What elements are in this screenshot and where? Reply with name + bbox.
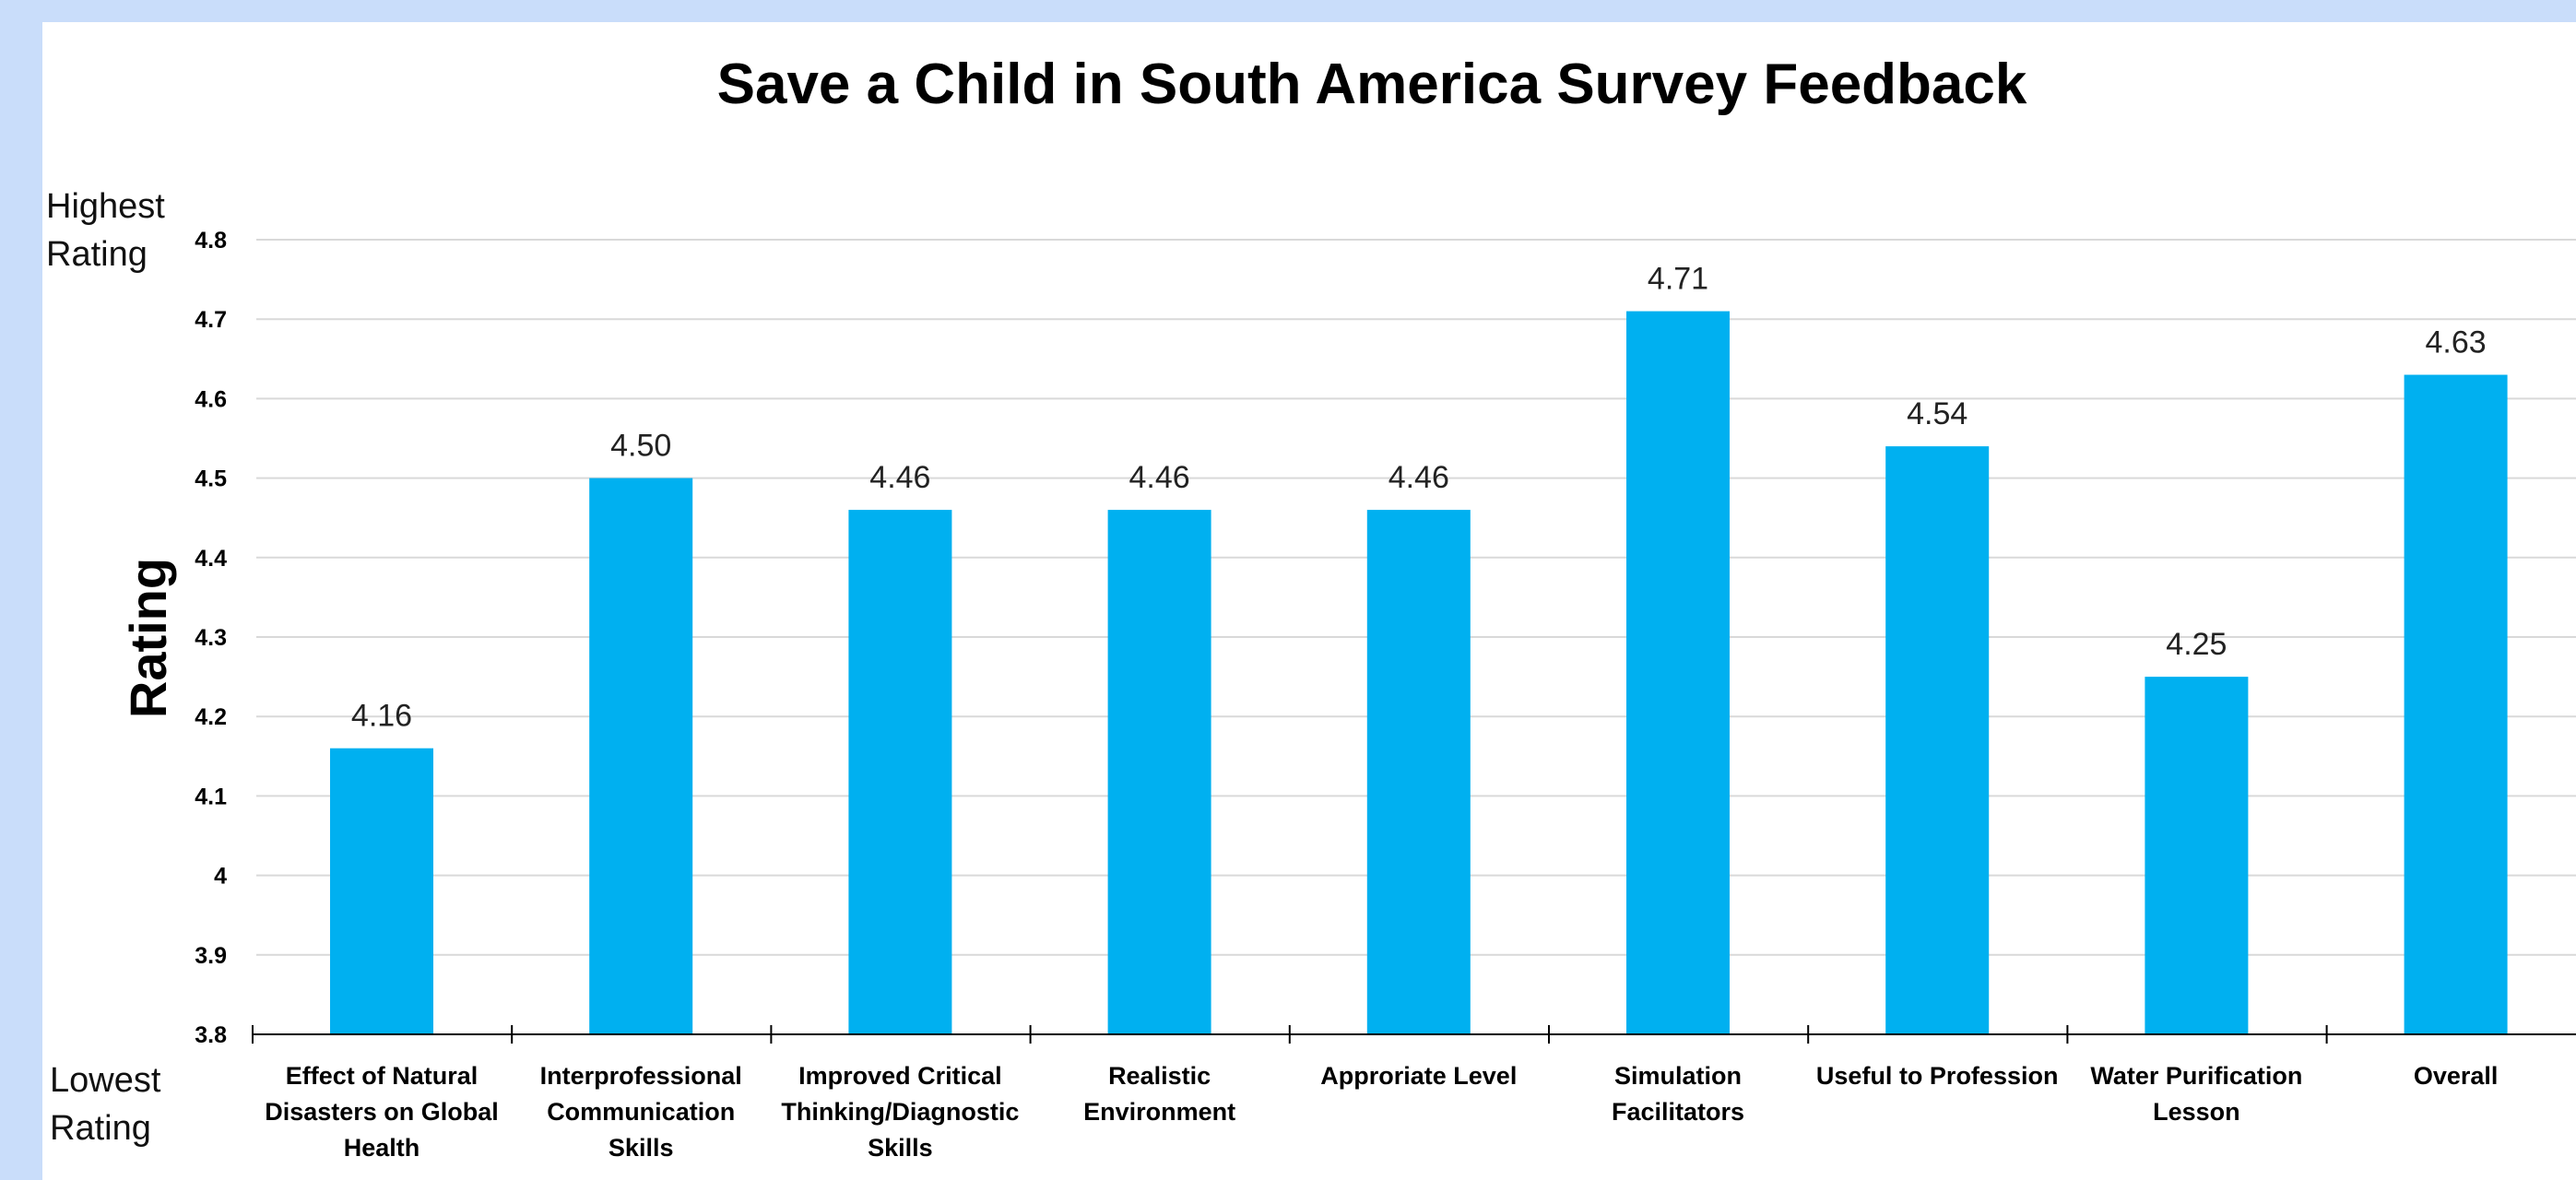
y-tick-label: 4.2 [195,704,227,730]
lowest-rating-label: Lowest [50,1061,161,1100]
highest-rating-label: Highest [46,187,165,226]
y-tick-label: 4.8 [195,228,227,254]
bars [330,311,2508,1035]
bar [1107,510,1211,1034]
data-label: 4.54 [1907,396,1967,431]
bar [2145,677,2249,1034]
y-tick-label: 4.6 [195,386,227,412]
category-label: Simulation Facilitators [1612,1062,1744,1126]
data-label: 4.16 [351,699,412,734]
y-tick-label: 4 [214,864,227,890]
category-label: Overall [2414,1062,2499,1090]
chart-title: Save a Child in South America Survey Fee… [717,53,2027,116]
bar [1885,446,1990,1034]
data-label: 4.25 [2166,627,2227,662]
bar-chart: Save a Child in South America Survey Fee… [46,53,2576,1162]
category-label: Water Purification Lesson [2090,1062,2302,1126]
bar [330,748,433,1034]
chart-panel: Save a Child in South America Survey Fee… [42,22,2576,1180]
data-label: 4.63 [2426,325,2487,360]
data-labels: 4.16 4.50 4.46 4.46 4.46 4.71 4.54 4.25 4.63 [351,262,2487,734]
x-axis [252,1025,2576,1044]
data-label: 4.71 [1648,262,1708,297]
data-label: 4.46 [1388,460,1449,495]
lowest-rating-label-line2: Rating [50,1109,151,1148]
y-tick-label: 4.1 [195,784,227,809]
y-tick-label: 3.8 [195,1022,227,1048]
bar [1366,510,1471,1034]
category-label: Effect of Natural Disasters on Global Heal… [265,1062,499,1162]
category-label: Useful to Profession [1816,1062,2059,1090]
bar [2404,374,2508,1034]
bar [589,478,693,1034]
data-label: 4.46 [869,460,930,495]
data-label: 4.50 [610,429,671,464]
y-tick-label: 4.5 [195,466,227,492]
category-label: Interprofessional Communication Skills [540,1062,742,1162]
category-label: Approriate Level [1320,1062,1517,1090]
data-label: 4.46 [1129,460,1190,495]
y-tick-labels: 3.8 3.9 4 4.1 4.2 4.3 4.4 4.5 4.6 4.7 4.8 [195,228,227,1048]
y-tick-label: 3.9 [195,943,227,969]
category-label: Improved Critical Thinking/Diagnostic Skil… [781,1062,1019,1162]
bar [1626,311,1730,1035]
y-tick-label: 4.3 [195,625,227,651]
y-tick-label: 4.4 [195,546,227,572]
category-labels: Effect of Natural Disasters on Global Heal… [265,1062,2498,1162]
highest-rating-label-line2: Rating [46,235,148,274]
y-tick-label: 4.7 [195,307,227,333]
bar [848,510,952,1034]
y-axis-label: Rating [119,558,177,718]
category-label: Realistic Environment [1083,1062,1235,1126]
